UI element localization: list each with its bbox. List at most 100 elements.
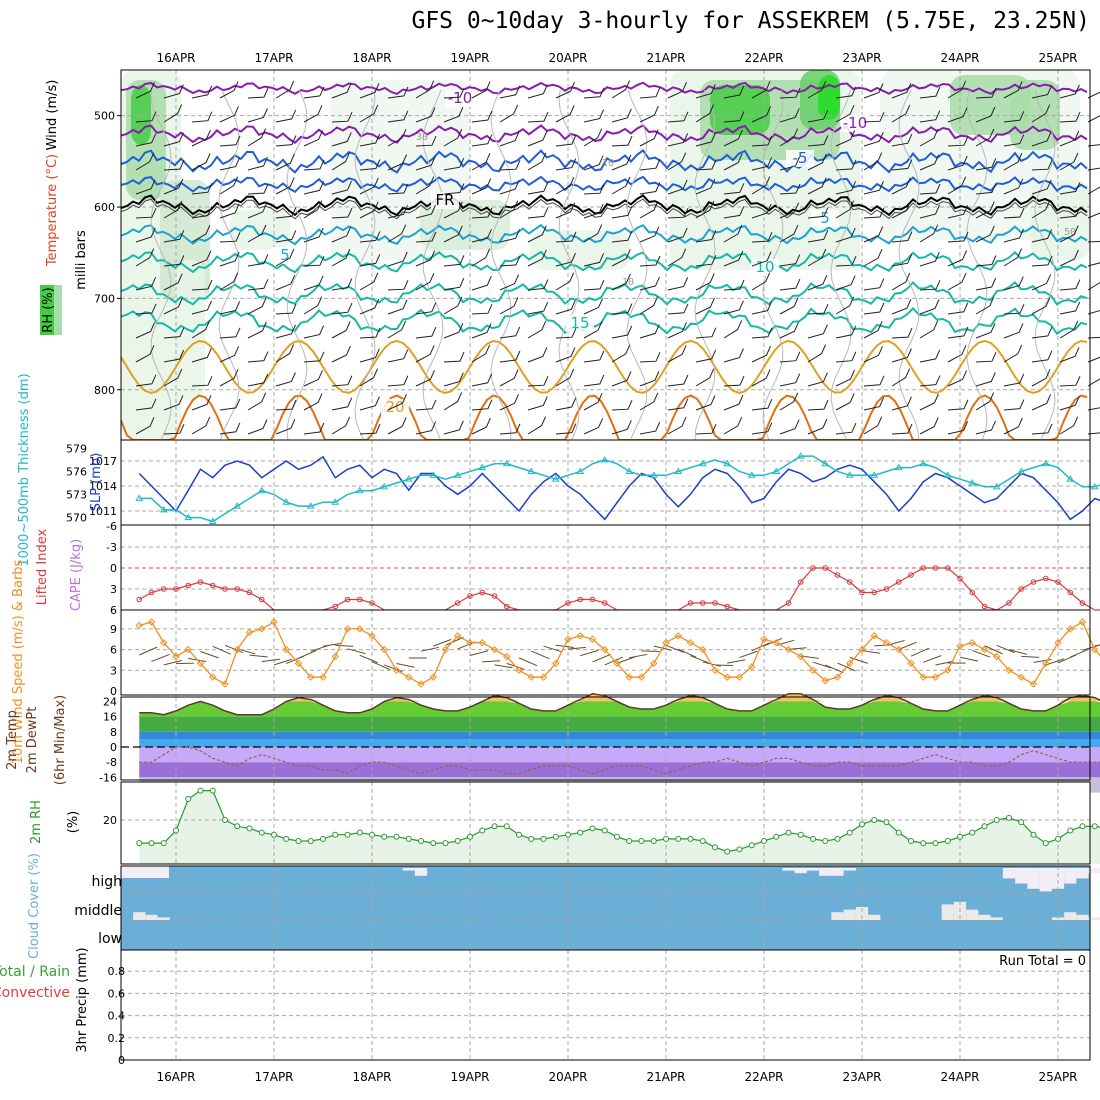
wind-barb xyxy=(135,277,157,291)
cloud-axis-label: Cloud Cover (%) xyxy=(27,853,42,959)
rh-contour xyxy=(1034,89,1056,441)
wind-speed-point xyxy=(735,673,744,681)
wind-barb xyxy=(247,202,268,219)
thickness-point xyxy=(1041,459,1050,467)
wind-barb-10m xyxy=(678,648,697,658)
wind-barb xyxy=(191,300,212,315)
wind-barb xyxy=(835,130,856,147)
cloud-high-bar xyxy=(1088,868,1100,874)
wind-barb xyxy=(975,183,997,195)
wind-barb-10m xyxy=(935,660,954,666)
wind-barb xyxy=(919,183,941,195)
cloud-high-bar xyxy=(1002,868,1016,879)
wind-barb xyxy=(891,348,912,363)
rh2m-point xyxy=(491,823,498,830)
wind-barb xyxy=(275,399,297,411)
wind-barb xyxy=(779,156,800,171)
thickness-tick-label: 573 xyxy=(66,489,87,502)
wind-barb xyxy=(947,302,969,315)
li-point xyxy=(846,579,853,585)
thickness-point xyxy=(184,513,193,521)
wind-barb xyxy=(1087,144,1100,147)
bottom-date-label: 18APR xyxy=(352,1070,391,1084)
pressure-tick-label: 800 xyxy=(94,384,115,397)
rh-contour-label: 50 xyxy=(1064,227,1076,238)
li-point xyxy=(258,596,265,603)
wind-barb xyxy=(891,177,911,195)
rh2m-point xyxy=(1067,827,1074,834)
wind-barb xyxy=(835,351,857,363)
wind-barb-10m xyxy=(273,658,293,666)
wind-barb xyxy=(163,327,185,339)
convective-label: Convective xyxy=(0,985,70,1001)
wind-barb xyxy=(303,255,325,267)
li-point xyxy=(834,572,841,578)
wind-barb xyxy=(695,395,716,411)
wind-barb xyxy=(667,133,689,147)
li-point xyxy=(981,603,988,610)
wind-barb xyxy=(415,107,436,123)
li-tick-label: -6 xyxy=(106,520,117,533)
wind-barb xyxy=(947,421,969,435)
wind-barb xyxy=(163,255,185,267)
wind-speed-point xyxy=(245,628,254,637)
rh2m-point xyxy=(528,835,535,842)
wind-barb xyxy=(555,368,575,387)
rh-contour xyxy=(558,89,580,441)
wind-barb xyxy=(219,176,239,195)
wind-barb xyxy=(275,248,295,267)
wind-barb xyxy=(527,375,549,387)
wind-barb xyxy=(247,254,269,267)
wind-barb xyxy=(611,154,632,171)
wind-barb xyxy=(527,396,548,411)
wind-barb-10m xyxy=(261,658,280,663)
rh-contour xyxy=(218,89,240,441)
li-point xyxy=(467,593,473,599)
thickness-point xyxy=(649,471,658,478)
wind-speed-point xyxy=(368,632,376,640)
bottom-date-label: 16APR xyxy=(156,1070,195,1084)
wind-barb xyxy=(751,81,771,99)
wind-barb-10m xyxy=(629,653,648,659)
wind-barb xyxy=(331,111,353,123)
li-point xyxy=(810,565,816,571)
thickness-point xyxy=(551,475,560,482)
wind-barb-10m xyxy=(739,650,758,659)
wind-barb xyxy=(415,399,437,411)
wind-barb xyxy=(723,300,744,315)
pressure-tick-label: 700 xyxy=(94,292,115,305)
li-point xyxy=(1018,586,1025,592)
rh2m-point xyxy=(663,835,669,842)
cloud-mid-bar xyxy=(133,912,146,920)
wind-barb xyxy=(471,373,493,387)
wind-barb xyxy=(471,207,493,219)
rh-contour xyxy=(354,89,376,441)
wind-barb xyxy=(723,250,744,267)
rh2m-point xyxy=(736,846,743,853)
wind-barb xyxy=(863,180,884,195)
wind-tick-label: 3 xyxy=(110,664,117,677)
bottom-date-label: 25APR xyxy=(1038,1070,1077,1084)
wind-barb xyxy=(387,299,408,315)
thickness-point xyxy=(502,459,511,467)
wind-barb xyxy=(975,255,997,267)
wind-barb xyxy=(1003,276,1024,291)
pressure-tick-label: 600 xyxy=(94,201,115,214)
isotherm-label-bg xyxy=(271,247,299,264)
wind-barb xyxy=(1059,416,1079,435)
wind-barb xyxy=(863,375,885,387)
wind-barb-10m xyxy=(518,657,538,667)
wind-barb-10m xyxy=(580,649,599,657)
wind-barb xyxy=(919,299,940,315)
li-point xyxy=(883,586,890,592)
temp-tick-label: 24 xyxy=(103,695,117,708)
wind-barb xyxy=(1087,186,1100,195)
rh2m-point xyxy=(969,829,976,836)
wind-barb xyxy=(1087,115,1100,123)
wind-barb xyxy=(275,80,295,99)
thickness-point xyxy=(135,494,144,501)
wind-barb xyxy=(583,350,605,363)
wind-barb xyxy=(947,155,968,171)
thickness-point xyxy=(1066,475,1075,482)
wind-barb xyxy=(387,279,409,291)
